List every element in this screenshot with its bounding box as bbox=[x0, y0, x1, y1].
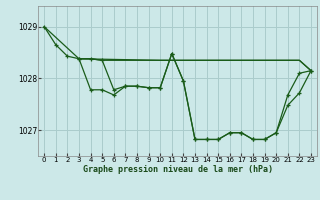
X-axis label: Graphe pression niveau de la mer (hPa): Graphe pression niveau de la mer (hPa) bbox=[83, 165, 273, 174]
